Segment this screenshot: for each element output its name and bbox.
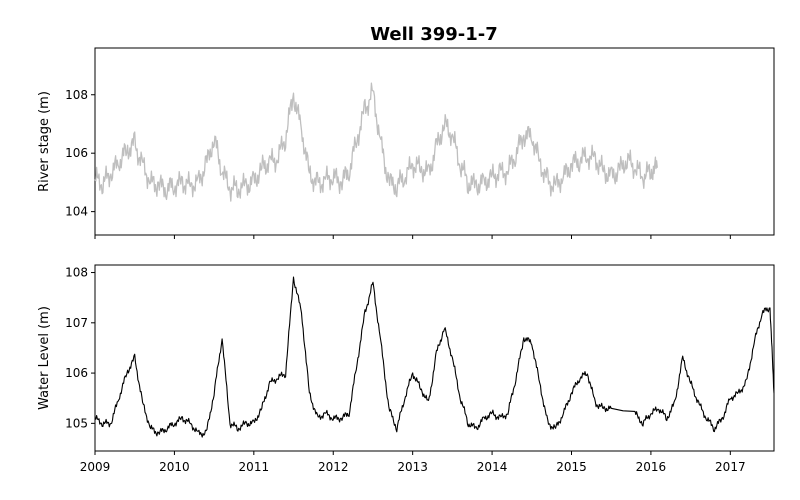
water-level-panel: Water Level (m) 105 106 107 108 2009 2010 2011… [37,264,775,474]
river-stage-axes-frame [94,47,775,236]
water-level-ytick-label: 105 [65,416,88,430]
river-stage-series-line [94,82,658,202]
water-level-xtick-label: 2010 [159,460,190,474]
river-stage-panel: River stage (m) 104 106 108 [37,47,775,239]
water-level-xtick-label: 2014 [477,460,508,474]
water-level-series [94,276,775,438]
water-level-ylabel: Water Level (m) [37,306,52,410]
water-level-xtick-label: 2016 [636,460,667,474]
water-level-xtick-label: 2013 [397,460,428,474]
river-stage-ytick-label: 108 [65,88,88,102]
river-stage-ytick-label: 106 [65,146,88,160]
water-level-axes-frame [94,264,775,452]
river-stage-ytick-label: 104 [65,205,88,219]
water-level-ticks: 105 106 107 108 2009 2010 2011 2012 2013 2014 2015… [65,266,746,474]
water-level-ytick-label: 106 [65,366,88,380]
water-level-xtick-label: 2017 [715,460,746,474]
water-level-series-line [94,276,775,438]
river-stage-ylabel: River stage (m) [37,91,52,192]
chart-title: Well 399-1-7 [370,24,498,45]
water-level-xtick-label: 2011 [239,460,270,474]
river-stage-series [94,82,658,202]
water-level-xtick-label: 2012 [318,460,349,474]
river-stage-ticks: 104 106 108 [65,88,731,239]
water-level-ytick-label: 108 [65,266,88,280]
water-level-ytick-label: 107 [65,316,88,330]
water-level-xtick-label: 2009 [80,460,111,474]
water-level-xtick-label: 2015 [556,460,587,474]
